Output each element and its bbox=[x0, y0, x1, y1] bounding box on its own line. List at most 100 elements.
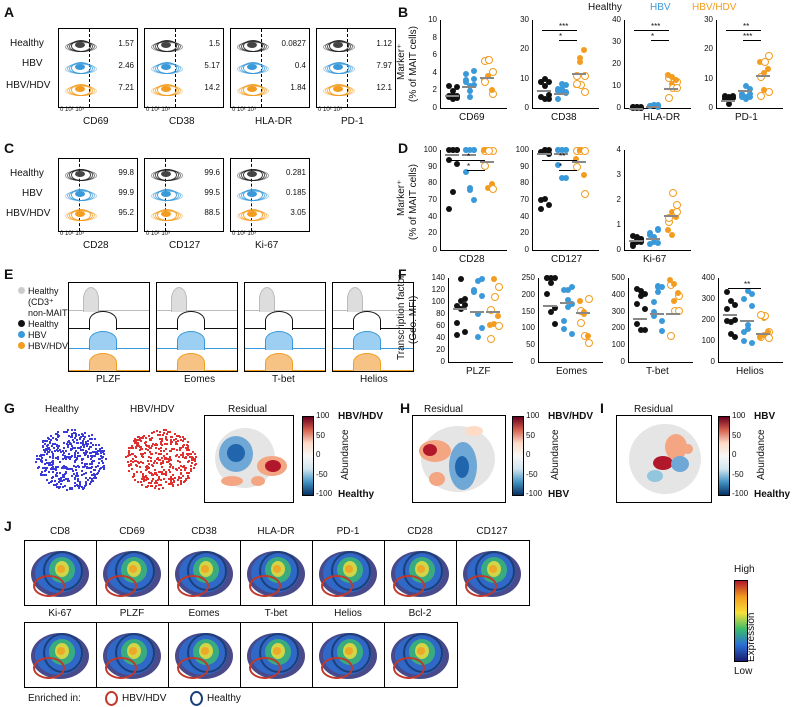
tsne-point bbox=[142, 437, 145, 440]
tsne-point bbox=[156, 434, 159, 437]
data-point bbox=[458, 298, 464, 305]
tsne-point bbox=[70, 433, 73, 436]
tsne-point bbox=[157, 456, 160, 459]
flow-value: 5.17 bbox=[204, 61, 220, 70]
data-point bbox=[634, 300, 640, 307]
histogram-peak bbox=[89, 353, 117, 371]
data-point bbox=[638, 287, 644, 294]
median-bar bbox=[537, 153, 551, 155]
tsne-point bbox=[158, 483, 161, 486]
tsne-point bbox=[41, 467, 44, 470]
tsne-point bbox=[179, 438, 182, 441]
flow-contour bbox=[151, 41, 183, 52]
tsne-point bbox=[155, 473, 158, 476]
sig-bracket bbox=[559, 40, 577, 41]
sig-stars: *** bbox=[559, 22, 569, 31]
flow-xlabel-cd38: CD38 bbox=[169, 116, 195, 127]
colorbar-tick: -50 bbox=[732, 469, 744, 479]
data-point bbox=[555, 147, 562, 153]
data-point bbox=[634, 104, 640, 111]
flow-core bbox=[75, 191, 85, 198]
data-point bbox=[564, 303, 571, 310]
data-point bbox=[484, 147, 493, 155]
colorbar-tick: -50 bbox=[316, 469, 328, 479]
tsne-point bbox=[177, 479, 180, 482]
tsne-point bbox=[82, 465, 85, 468]
tsne-point bbox=[90, 456, 93, 459]
tsne-point bbox=[77, 466, 80, 469]
tsne-point bbox=[36, 466, 39, 469]
tsne-point bbox=[140, 460, 143, 463]
legend-e-ref: Healthy bbox=[28, 286, 59, 296]
ytick: 100 bbox=[611, 340, 625, 350]
tsne-point bbox=[178, 446, 181, 449]
ytick: 10 bbox=[428, 15, 437, 24]
flow-core bbox=[247, 64, 257, 70]
data-point bbox=[724, 318, 730, 325]
tsne-point bbox=[144, 444, 147, 447]
tsne-point bbox=[159, 440, 162, 443]
ytick: 0 bbox=[616, 245, 621, 254]
ytick: 80 bbox=[428, 178, 437, 188]
tsne-point bbox=[50, 439, 53, 442]
tsne-point bbox=[146, 486, 149, 489]
data-point bbox=[764, 51, 773, 60]
tsne-point bbox=[128, 447, 131, 450]
tsne-point bbox=[134, 478, 137, 481]
data-point bbox=[467, 82, 474, 89]
flow-value: 0.281 bbox=[285, 167, 306, 177]
tsne-point bbox=[81, 448, 84, 451]
tsne-point bbox=[83, 463, 86, 466]
tsne-point bbox=[139, 453, 142, 456]
axis-cd28 bbox=[440, 150, 507, 251]
ytick: 200 bbox=[701, 315, 715, 324]
tsne-point bbox=[185, 455, 188, 458]
axis-cd127 bbox=[532, 150, 599, 251]
tsne-point bbox=[61, 449, 64, 452]
tsne-point bbox=[147, 478, 150, 481]
tsne-point bbox=[44, 449, 47, 452]
tsne-point bbox=[139, 465, 142, 468]
tsne-point bbox=[182, 436, 185, 439]
ytick: 80 bbox=[436, 309, 445, 318]
flow-core bbox=[161, 42, 171, 48]
data-point bbox=[748, 291, 755, 298]
tsne-point bbox=[56, 431, 59, 434]
tsne-point bbox=[83, 486, 86, 489]
tsne-point bbox=[175, 440, 178, 443]
lane-baseline bbox=[69, 310, 149, 311]
tsne-point bbox=[183, 438, 186, 440]
enriched-hbvhdv-label: HBV/HDV bbox=[122, 693, 167, 705]
tsne-point bbox=[85, 476, 88, 479]
j-map-t-bet bbox=[240, 622, 314, 688]
tsne-point bbox=[95, 450, 98, 453]
ylabel-f: Transcription factor bbox=[396, 274, 407, 360]
flow-box-ki-67: 0.281 0.185 3.05 bbox=[230, 158, 310, 232]
median-bar bbox=[462, 154, 477, 156]
tsne-point bbox=[88, 435, 91, 438]
legend-e-healthy: Healthy bbox=[28, 319, 59, 329]
tsne-point bbox=[174, 442, 177, 445]
j-title-eomes: Eomes bbox=[188, 608, 220, 619]
tsne-point bbox=[39, 454, 42, 457]
tsne-point bbox=[175, 454, 178, 457]
colorbar-tick: -100 bbox=[732, 489, 749, 498]
hbvhdv-enriched-outline bbox=[249, 575, 281, 597]
tsne-point bbox=[51, 443, 54, 446]
flow-box-cd28: 99.8 99.9 95.2 bbox=[58, 158, 138, 232]
row-label-healthy-c: Healthy bbox=[10, 168, 44, 179]
tsne-point bbox=[71, 455, 74, 458]
ytick: 250 bbox=[521, 273, 535, 282]
tsne-point bbox=[90, 473, 93, 476]
tsne-point bbox=[185, 471, 188, 474]
tsne-point bbox=[77, 464, 80, 467]
tsne-point bbox=[44, 440, 47, 443]
tsne-point bbox=[62, 452, 65, 455]
tsne-point bbox=[147, 463, 150, 466]
tsne-point bbox=[182, 452, 185, 455]
sig-bracket bbox=[651, 40, 669, 41]
tsne-point bbox=[51, 451, 54, 454]
tsne-point bbox=[50, 435, 53, 438]
tsne-point bbox=[78, 446, 81, 449]
tsne-point bbox=[178, 461, 181, 464]
